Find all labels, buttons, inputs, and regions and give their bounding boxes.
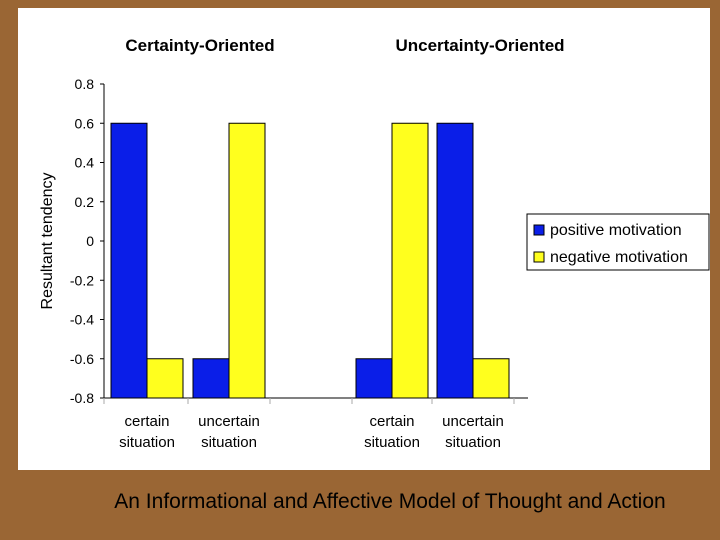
label-layer: 0.8 0.6 0.4 0.2 0 -0.2 -0.4 -0.6 -0.8 Resultant t… — [39, 36, 565, 451]
chart-panel: 0.8 0.6 0.4 0.2 0 -0.2 -0.4 -0.6 -0.8 Resultant t… — [18, 8, 710, 470]
category-label: certain — [369, 413, 414, 430]
bar-layer — [110, 122, 510, 399]
y-axis-label: Resultant tendency — [39, 173, 56, 310]
bar-negative-3 — [472, 358, 510, 399]
bar-positive-1 — [192, 358, 230, 399]
legend-swatch — [533, 224, 545, 236]
y-tick-label: -0.6 — [70, 351, 94, 367]
y-tick-label: 0.4 — [75, 155, 95, 171]
category-label: situation — [201, 434, 257, 451]
category-label: situation — [445, 434, 501, 451]
y-tick-label: 0.8 — [75, 76, 95, 92]
bar-positive-0 — [110, 122, 148, 399]
category-label: certain — [124, 413, 169, 430]
y-tick-label: 0.2 — [75, 194, 95, 210]
y-tick-label: 0 — [86, 233, 94, 249]
y-tick-label: -0.2 — [70, 272, 94, 288]
bar-negative-0 — [146, 358, 184, 399]
group-title: Certainty-Oriented — [125, 36, 274, 55]
legend-label: positive motivation — [550, 222, 682, 239]
bar-positive-3 — [436, 122, 474, 399]
group-title: Uncertainty-Oriented — [395, 36, 564, 55]
category-label: situation — [364, 434, 420, 451]
y-tick-label: -0.4 — [70, 312, 94, 328]
bar-positive-2 — [355, 358, 393, 399]
bar-negative-1 — [228, 122, 266, 399]
category-label: uncertain — [198, 413, 260, 430]
bar-chart: 0.8 0.6 0.4 0.2 0 -0.2 -0.4 -0.6 -0.8 Resultant t… — [39, 36, 710, 451]
category-label: uncertain — [442, 413, 504, 430]
y-tick-label: 0.6 — [75, 115, 95, 131]
category-label: situation — [119, 434, 175, 451]
legend-label: negative motivation — [550, 249, 688, 266]
legend-box — [526, 213, 710, 271]
y-tick-label: -0.8 — [70, 390, 94, 406]
slide-caption: An Informational and Affective Model of … — [114, 490, 666, 513]
legend: positive motivation negative motivation — [526, 213, 710, 271]
legend-swatch — [533, 251, 545, 263]
bar-negative-2 — [391, 122, 429, 399]
